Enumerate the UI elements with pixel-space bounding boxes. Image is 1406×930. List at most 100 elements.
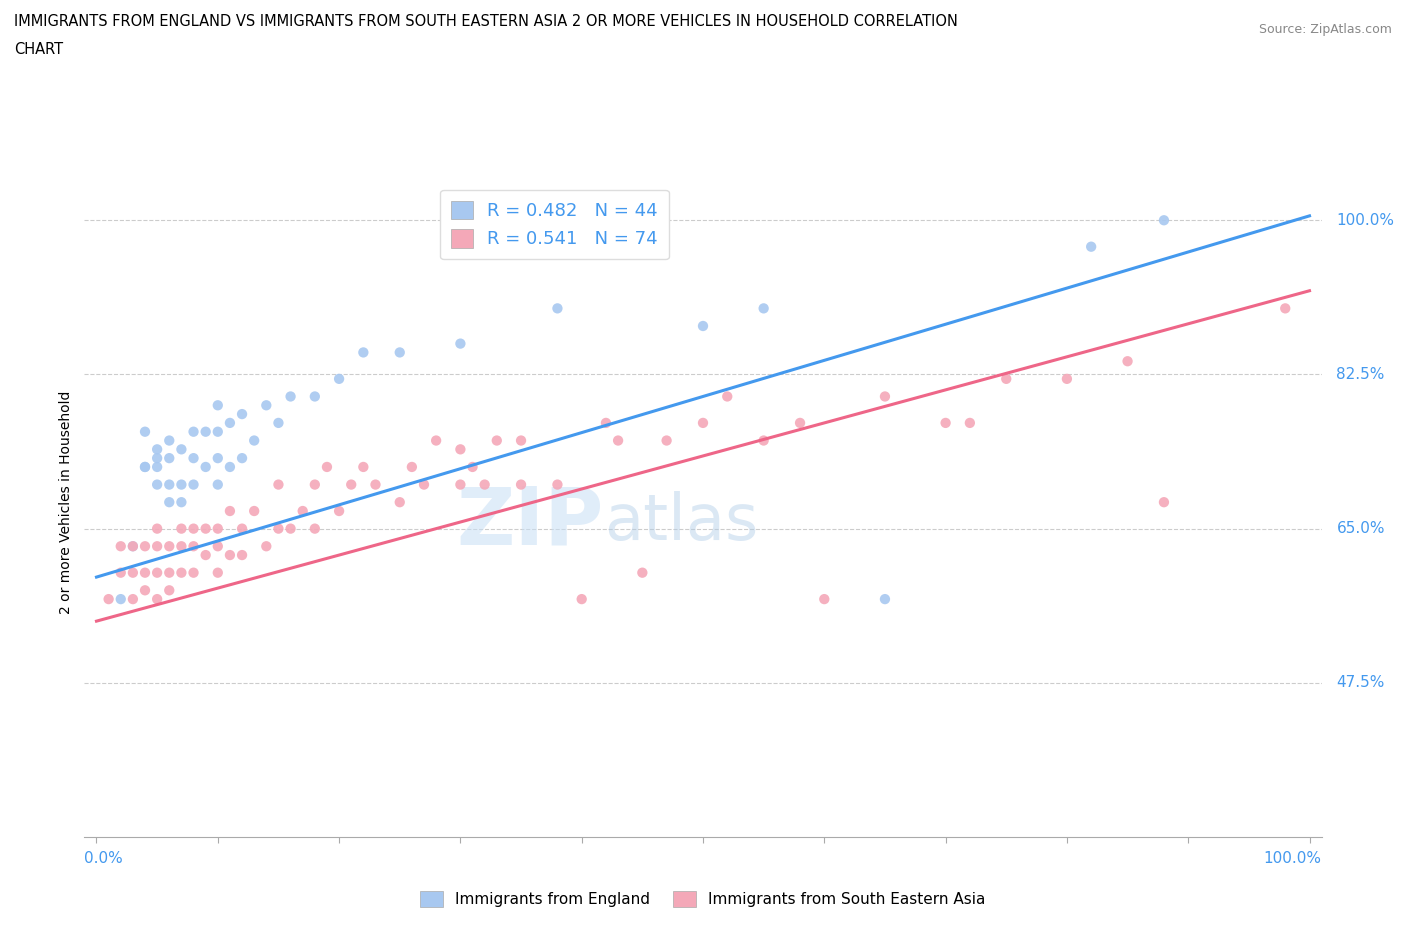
Point	[157, 451, 180, 466]
Point	[219, 416, 242, 431]
Text: 100.0%: 100.0%	[1337, 213, 1395, 228]
Point	[194, 548, 217, 563]
Point	[340, 477, 363, 492]
Point	[170, 477, 193, 492]
Point	[134, 538, 156, 553]
Point	[595, 416, 617, 431]
Point	[388, 345, 411, 360]
Point	[134, 424, 156, 439]
Point	[183, 538, 205, 553]
Point	[449, 336, 471, 351]
Point	[146, 538, 169, 553]
Point	[194, 424, 217, 439]
Point	[1080, 239, 1102, 254]
Text: CHART: CHART	[14, 42, 63, 57]
Point	[207, 451, 229, 466]
Point	[207, 521, 229, 536]
Point	[97, 591, 120, 606]
Point	[146, 451, 169, 466]
Point	[291, 503, 314, 518]
Point	[789, 416, 811, 431]
Point	[1274, 301, 1296, 316]
Point	[134, 459, 156, 474]
Point	[546, 477, 568, 492]
Point	[510, 433, 533, 448]
Point	[231, 451, 253, 466]
Point	[449, 442, 471, 457]
Point	[692, 319, 714, 334]
Point	[571, 591, 593, 606]
Point	[207, 424, 229, 439]
Legend: Immigrants from England, Immigrants from South Eastern Asia: Immigrants from England, Immigrants from…	[415, 884, 991, 913]
Point	[194, 459, 217, 474]
Point	[146, 565, 169, 580]
Point	[207, 398, 229, 413]
Point	[1116, 353, 1139, 368]
Text: IMMIGRANTS FROM ENGLAND VS IMMIGRANTS FROM SOUTH EASTERN ASIA 2 OR MORE VEHICLES: IMMIGRANTS FROM ENGLAND VS IMMIGRANTS FR…	[14, 14, 957, 29]
Point	[655, 433, 678, 448]
Point	[364, 477, 387, 492]
Point	[110, 538, 132, 553]
Point	[485, 433, 508, 448]
Point	[631, 565, 654, 580]
Point	[157, 495, 180, 510]
Point	[122, 538, 145, 553]
Point	[401, 459, 423, 474]
Text: atlas: atlas	[605, 491, 758, 553]
Point	[304, 477, 326, 492]
Text: 100.0%: 100.0%	[1264, 851, 1322, 866]
Point	[752, 433, 775, 448]
Point	[752, 301, 775, 316]
Point	[254, 538, 277, 553]
Point	[935, 416, 957, 431]
Point	[243, 503, 266, 518]
Point	[194, 521, 217, 536]
Point	[304, 521, 326, 536]
Point	[122, 565, 145, 580]
Point	[146, 521, 169, 536]
Point	[122, 538, 145, 553]
Point	[280, 389, 302, 404]
Point	[134, 583, 156, 598]
Point	[146, 442, 169, 457]
Point	[267, 521, 290, 536]
Point	[134, 565, 156, 580]
Point	[873, 389, 896, 404]
Legend: R = 0.482   N = 44, R = 0.541   N = 74: R = 0.482 N = 44, R = 0.541 N = 74	[440, 190, 669, 259]
Point	[254, 398, 277, 413]
Point	[280, 521, 302, 536]
Point	[122, 591, 145, 606]
Point	[1153, 213, 1175, 228]
Text: 0.0%: 0.0%	[84, 851, 124, 866]
Point	[170, 521, 193, 536]
Point	[425, 433, 447, 448]
Point	[510, 477, 533, 492]
Point	[267, 477, 290, 492]
Point	[170, 442, 193, 457]
Point	[352, 345, 374, 360]
Point	[316, 459, 339, 474]
Point	[170, 565, 193, 580]
Point	[328, 371, 350, 386]
Point	[219, 459, 242, 474]
Point	[170, 495, 193, 510]
Text: 65.0%: 65.0%	[1337, 521, 1385, 536]
Point	[1056, 371, 1078, 386]
Point	[170, 538, 193, 553]
Point	[183, 424, 205, 439]
Point	[1153, 495, 1175, 510]
Point	[110, 565, 132, 580]
Point	[183, 477, 205, 492]
Point	[413, 477, 436, 492]
Point	[157, 538, 180, 553]
Text: 47.5%: 47.5%	[1337, 675, 1385, 690]
Point	[219, 548, 242, 563]
Point	[183, 521, 205, 536]
Point	[207, 477, 229, 492]
Point	[146, 459, 169, 474]
Point	[157, 433, 180, 448]
Point	[110, 591, 132, 606]
Point	[328, 503, 350, 518]
Point	[207, 538, 229, 553]
Y-axis label: 2 or more Vehicles in Household: 2 or more Vehicles in Household	[59, 391, 73, 614]
